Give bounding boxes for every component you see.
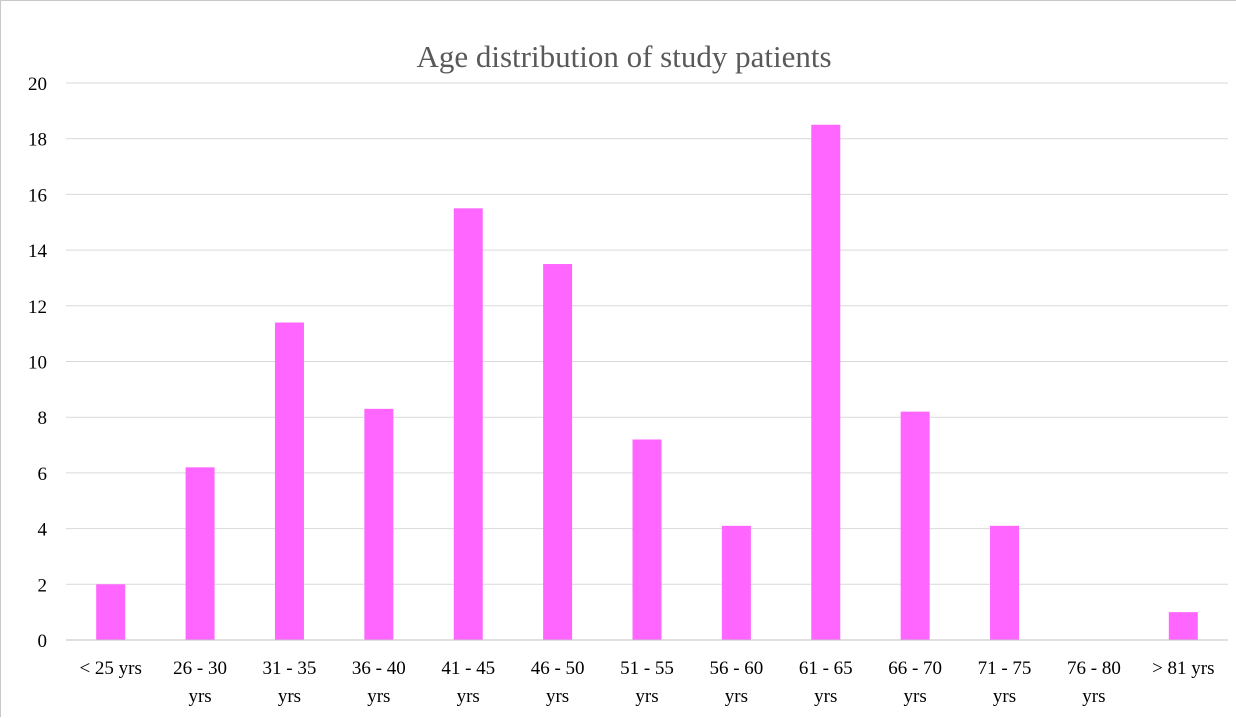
x-tick-label-line: 61 - 65	[799, 658, 853, 679]
bar	[990, 525, 1020, 640]
bar	[721, 525, 751, 640]
x-tick-label-line: 76 - 80	[1067, 658, 1121, 679]
x-tick-label-line: 51 - 55	[620, 658, 674, 679]
y-tick-label: 14	[28, 241, 48, 262]
x-tick-label: 76 - 80 yrs	[1067, 658, 1121, 707]
x-tick-label: > 81 yrs	[1152, 658, 1214, 679]
bar	[900, 411, 930, 640]
y-tick-label: 8	[38, 408, 48, 429]
x-tick-label-line: yrs	[367, 686, 390, 707]
bar	[364, 408, 394, 640]
bar	[811, 124, 841, 640]
y-tick-label: 10	[28, 353, 47, 374]
x-tick-label-line: 31 - 35	[263, 658, 317, 679]
x-tick-label-line: 66 - 70	[888, 658, 942, 679]
x-tick-label-line: 56 - 60	[709, 658, 763, 679]
y-tick-label: 4	[38, 520, 48, 541]
x-tick-label: 61 - 65 yrs	[799, 658, 853, 707]
y-tick-label: 20	[28, 74, 47, 95]
y-tick-label: 18	[28, 130, 47, 151]
x-tick-label: < 25 yrs	[79, 658, 141, 679]
y-tick-label: 6	[38, 464, 48, 485]
y-tick-label: 0	[38, 631, 48, 652]
x-tick-label-line: yrs	[1082, 686, 1105, 707]
bar	[96, 584, 126, 640]
x-tick-label-line: 36 - 40	[352, 658, 406, 679]
bar	[1168, 612, 1198, 640]
x-tick-label: 46 - 50 yrs	[531, 658, 585, 707]
x-tick-label-line: 26 - 30	[173, 658, 227, 679]
y-tick-label: 2	[38, 575, 48, 596]
x-tick-label: 26 - 30 yrs	[173, 658, 227, 707]
x-tick-label: 51 - 55 yrs	[620, 658, 674, 707]
x-tick-label-line: yrs	[814, 686, 837, 707]
y-tick-label: 16	[28, 185, 47, 206]
x-tick-label-line: yrs	[188, 686, 211, 707]
x-tick-label-line: yrs	[278, 686, 301, 707]
x-tick-label: 41 - 45 yrs	[441, 658, 495, 707]
x-tick-label: 56 - 60 yrs	[709, 658, 763, 707]
x-tick-label: 66 - 70 yrs	[888, 658, 942, 707]
x-tick-label-line: yrs	[635, 686, 658, 707]
x-tick-label-line: yrs	[457, 686, 480, 707]
y-axis-tick-labels: 0 2 4 6 8 10 12 14 16 18 20	[28, 74, 48, 652]
y-tick-label: 12	[28, 297, 47, 318]
x-tick-label-line: 41 - 45	[441, 658, 495, 679]
bar	[632, 439, 662, 640]
bars	[96, 124, 1198, 640]
x-tick-label-line: yrs	[725, 686, 748, 707]
x-tick-label-line: yrs	[993, 686, 1016, 707]
gridlines	[66, 82, 1228, 585]
bar	[453, 208, 483, 640]
x-tick-label-line: yrs	[546, 686, 569, 707]
x-tick-label: 36 - 40 yrs	[352, 658, 406, 707]
x-tick-label: 71 - 75 yrs	[978, 658, 1032, 707]
bar	[185, 467, 215, 640]
x-tick-label-line: yrs	[904, 686, 927, 707]
x-tick-label-line: < 25 yrs	[79, 658, 141, 679]
x-tick-label-line: 46 - 50	[531, 658, 585, 679]
x-tick-label: 31 - 35 yrs	[263, 658, 317, 707]
bar	[543, 264, 573, 640]
bar	[274, 322, 304, 640]
chart-title: Age distribution of study patients	[416, 39, 831, 74]
x-tick-label-line: 71 - 75	[978, 658, 1032, 679]
x-tick-label-line: > 81 yrs	[1152, 658, 1214, 679]
